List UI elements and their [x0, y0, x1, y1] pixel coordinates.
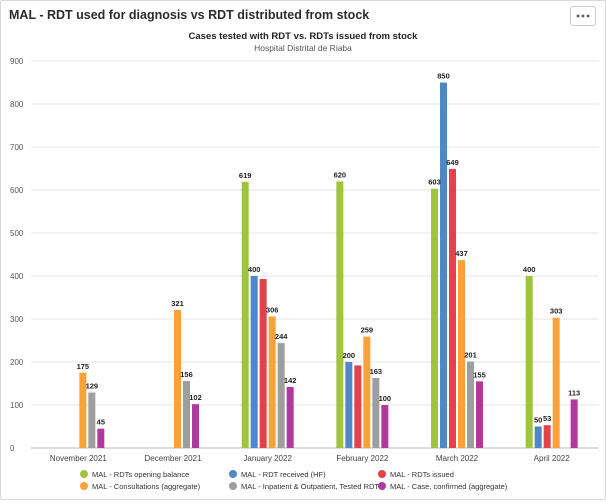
chart-subtitle: Hospital Distrital de Riaba [254, 43, 352, 53]
data-label: 321 [171, 299, 184, 308]
bar[interactable] [570, 399, 578, 448]
y-tick-label: 600 [10, 186, 24, 195]
bar[interactable] [250, 276, 258, 448]
y-tick-label: 500 [10, 229, 24, 238]
bar[interactable] [534, 426, 542, 449]
y-tick-label: 300 [10, 315, 24, 324]
bar[interactable] [458, 260, 465, 448]
legend-item[interactable]: MAL - RDT received (HF) [241, 470, 326, 479]
x-tick-label: November 2021 [50, 454, 107, 463]
more-options-button[interactable] [570, 6, 596, 26]
bar[interactable] [476, 381, 483, 448]
bar[interactable] [381, 405, 389, 448]
data-label: 619 [239, 171, 252, 180]
panel-title: MAL - RDT used for diagnosis vs RDT dist… [9, 8, 370, 22]
more-horizontal-icon [576, 14, 590, 18]
data-label: 102 [189, 393, 202, 402]
data-label: 100 [379, 394, 392, 403]
y-tick-label: 100 [10, 401, 24, 410]
y-tick-label: 800 [10, 100, 24, 109]
data-label: 129 [86, 382, 99, 391]
y-tick-label: 700 [10, 143, 24, 152]
bar[interactable] [183, 380, 190, 448]
data-label: 603 [428, 178, 441, 187]
chart-area: Cases tested with RDT vs. RDTs issued fr… [1, 29, 605, 499]
bar[interactable] [467, 361, 474, 448]
data-label: 142 [284, 376, 297, 385]
data-label: 400 [248, 265, 261, 274]
legend-item[interactable]: MAL - Case, confirmed (aggregate) [390, 482, 508, 491]
x-tick-label: April 2022 [534, 454, 571, 463]
bar[interactable] [286, 386, 294, 448]
data-label: 175 [77, 362, 90, 371]
chart-title: Cases tested with RDT vs. RDTs issued fr… [189, 31, 419, 42]
legend-swatch [378, 470, 386, 478]
data-label: 303 [550, 307, 563, 316]
data-label: 259 [361, 326, 374, 335]
data-label: 850 [437, 72, 450, 81]
data-label: 649 [446, 158, 459, 167]
x-tick-label: December 2021 [145, 454, 202, 463]
bar[interactable] [241, 181, 249, 448]
legend-swatch [80, 482, 88, 490]
bar[interactable] [354, 365, 362, 448]
legend-item[interactable]: MAL - Consultations (aggregate) [92, 482, 201, 491]
legend-swatch [80, 470, 88, 478]
bar[interactable] [192, 404, 199, 448]
data-label: 155 [473, 370, 486, 379]
data-label: 244 [275, 332, 288, 341]
data-label: 163 [370, 367, 383, 376]
data-label: 201 [464, 351, 477, 360]
bar[interactable] [372, 377, 380, 448]
data-label: 45 [97, 418, 105, 427]
data-label: 620 [334, 170, 347, 179]
data-label: 156 [180, 370, 193, 379]
bar[interactable] [268, 316, 276, 448]
bar[interactable] [79, 372, 87, 448]
bar[interactable] [88, 392, 96, 448]
data-label: 50 [534, 416, 542, 425]
y-tick-label: 400 [10, 272, 24, 281]
legend-swatch [378, 482, 386, 490]
data-label: 400 [523, 265, 536, 274]
bar[interactable] [259, 279, 267, 448]
bar[interactable] [440, 82, 447, 449]
data-label: 113 [568, 388, 580, 397]
y-tick-label: 200 [10, 358, 24, 367]
bar[interactable] [174, 309, 181, 448]
panel-header: MAL - RDT used for diagnosis vs RDT dist… [1, 1, 605, 29]
y-tick-label: 0 [10, 444, 15, 453]
bar-chart: Cases tested with RDT vs. RDTs issued fr… [10, 31, 599, 491]
y-tick-label: 900 [10, 57, 24, 66]
bar[interactable] [97, 428, 105, 448]
x-tick-label: March 2022 [436, 454, 479, 463]
data-label: 306 [266, 305, 279, 314]
bar[interactable] [525, 276, 533, 448]
bar[interactable] [543, 425, 551, 448]
bar[interactable] [345, 362, 353, 448]
legend-swatch [229, 470, 237, 478]
bar[interactable] [431, 188, 438, 448]
data-label: 200 [343, 351, 356, 360]
x-tick-label: January 2022 [243, 454, 292, 463]
bar[interactable] [336, 181, 344, 448]
legend-item[interactable]: MAL - Inpatient & Outpatient, Tested RDT [241, 482, 379, 491]
data-label: 53 [543, 414, 551, 423]
bar[interactable] [552, 317, 560, 448]
bar[interactable] [277, 343, 285, 448]
legend-swatch [229, 482, 237, 490]
x-tick-label: February 2022 [336, 454, 389, 463]
bar[interactable] [449, 168, 456, 448]
legend-item[interactable]: MAL - RDTs issued [390, 470, 454, 479]
bar[interactable] [363, 336, 371, 448]
legend-item[interactable]: MAL - RDTs opening balance [92, 470, 189, 479]
data-label: 437 [455, 249, 468, 258]
